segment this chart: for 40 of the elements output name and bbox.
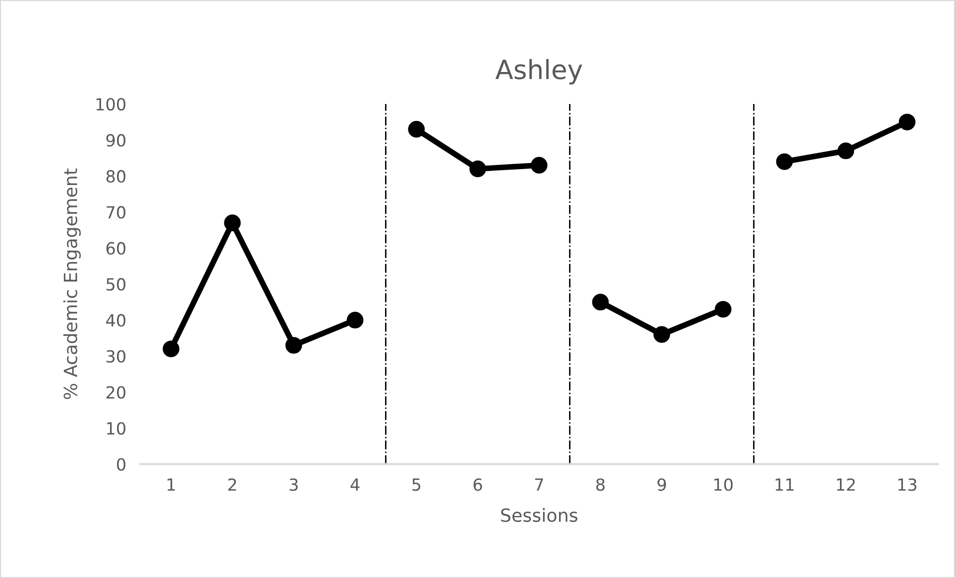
y-tick-label: 30 (106, 350, 126, 363)
x-axis-title: Sessions (501, 508, 578, 522)
x-tick-label: 13 (898, 478, 916, 491)
x-tick-label: 1 (168, 478, 175, 491)
y-tick-label: 90 (106, 134, 126, 147)
y-tick-label: 70 (106, 206, 126, 219)
point (224, 214, 241, 232)
point (469, 160, 486, 178)
x-tick-label: 8 (596, 478, 605, 491)
x-tick-label: 5 (412, 478, 420, 491)
x-tick-label: 3 (290, 478, 298, 491)
x-tick-label: 12 (837, 478, 855, 491)
y-tick-label: 60 (106, 242, 126, 255)
x-tick-label: 10 (714, 478, 733, 491)
y-tick-label: 50 (106, 278, 126, 291)
y-axis-title: % Academic Engagement (63, 168, 81, 400)
chart-title: Ashley (495, 58, 582, 85)
x-tick-label: 6 (474, 478, 482, 491)
point (653, 326, 670, 343)
x-tick-label: 11 (776, 478, 794, 491)
y-tick-label: 80 (106, 170, 126, 183)
point (530, 156, 548, 174)
x-tick-label: 2 (228, 478, 236, 491)
y-tick-label: 100 (96, 98, 126, 111)
point (408, 120, 425, 138)
y-tick-label: 10 (107, 422, 126, 435)
x-tick-label: 9 (658, 478, 666, 491)
point (837, 142, 854, 160)
x-tick-label: 7 (535, 478, 543, 491)
y-tick-label: 40 (106, 314, 126, 327)
point (346, 312, 364, 328)
point (714, 300, 732, 318)
point (776, 153, 793, 170)
point (898, 114, 916, 130)
x-tick-label: 4 (350, 478, 360, 491)
y-tick-label: 20 (106, 386, 126, 399)
point (285, 336, 302, 354)
point (592, 294, 609, 310)
y-tick-label: 0 (116, 458, 126, 471)
point (162, 340, 180, 358)
